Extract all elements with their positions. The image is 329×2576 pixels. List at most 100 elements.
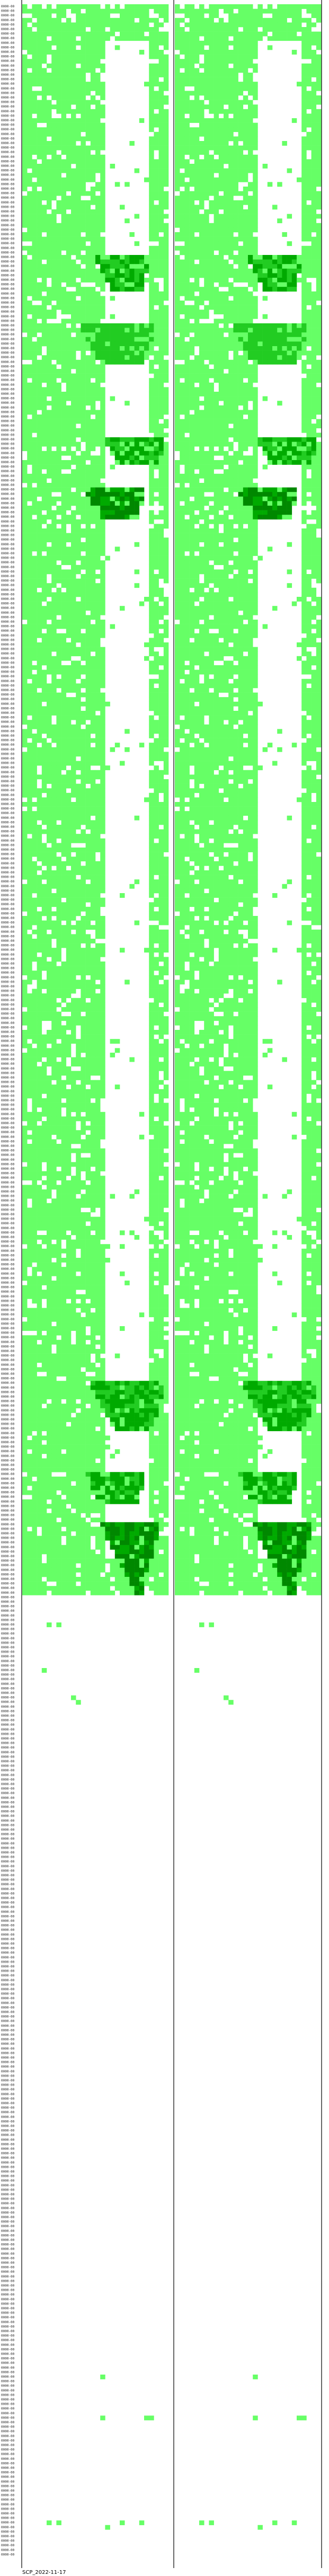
heatmap-cell	[85, 305, 91, 310]
heatmap-cell	[66, 136, 72, 142]
heatmap-cell	[71, 1002, 76, 1008]
heatmap-cell	[154, 223, 159, 228]
heatmap-cell	[32, 879, 37, 885]
heatmap-cell	[85, 638, 91, 643]
heatmap-cell	[95, 442, 101, 447]
heatmap-cell	[85, 346, 91, 351]
heatmap-cell	[163, 473, 169, 479]
heatmap-cell	[51, 779, 57, 784]
heatmap-cell	[81, 127, 86, 133]
heatmap-cell	[110, 501, 115, 506]
heatmap-cell	[85, 542, 91, 547]
heatmap-cell	[66, 1002, 72, 1008]
heatmap-cell	[27, 323, 32, 328]
heatmap-cell	[163, 1089, 169, 1094]
heatmap-cell	[95, 492, 101, 497]
heatmap-cell	[22, 875, 28, 880]
heatmap-cell	[22, 515, 28, 520]
heatmap-cell	[37, 1057, 42, 1062]
heatmap-cell	[47, 610, 52, 615]
heatmap-cell	[22, 73, 28, 77]
heatmap-cell	[32, 396, 37, 401]
heatmap-cell	[149, 145, 154, 151]
heatmap-cell	[22, 715, 28, 720]
heatmap-cell	[71, 975, 76, 980]
heatmap-cell	[81, 870, 86, 875]
heatmap-cell	[22, 401, 28, 406]
heatmap-cell	[85, 109, 91, 114]
heatmap-cell	[158, 405, 164, 410]
heatmap-cell	[158, 1089, 164, 1094]
heatmap-cell	[85, 765, 91, 771]
heatmap-cell	[37, 993, 42, 999]
heatmap-cell	[37, 282, 42, 287]
heatmap-cell	[95, 916, 101, 921]
heatmap-cell	[61, 761, 67, 766]
heatmap-cell	[163, 1043, 169, 1048]
heatmap-cell	[51, 291, 57, 296]
heatmap-cell	[90, 392, 96, 396]
heatmap-cell	[47, 1089, 52, 1094]
heatmap-cell	[154, 989, 159, 994]
heatmap-cell	[100, 473, 105, 479]
heatmap-cell	[81, 150, 86, 155]
heatmap-cell	[37, 145, 42, 151]
heatmap-cell	[66, 492, 72, 497]
heatmap-cell	[85, 506, 91, 510]
heatmap-cell	[32, 264, 37, 269]
heatmap-cell	[139, 328, 145, 333]
heatmap-cell	[71, 68, 76, 73]
heatmap-cell	[85, 665, 91, 670]
heatmap-cell	[163, 259, 169, 264]
heatmap-cell	[134, 13, 140, 19]
heatmap-cell	[90, 925, 96, 930]
heatmap-cell	[61, 1084, 67, 1090]
heatmap-cell	[85, 806, 91, 811]
heatmap-cell	[95, 127, 101, 133]
heatmap-cell	[125, 359, 130, 365]
heatmap-cell	[90, 897, 96, 903]
heatmap-cell	[95, 1116, 101, 1122]
heatmap-cell	[154, 1066, 159, 1071]
heatmap-cell	[95, 870, 101, 875]
heatmap-cell	[56, 587, 61, 593]
heatmap-cell	[51, 920, 57, 925]
heatmap-cell	[158, 1080, 164, 1085]
heatmap-cell	[95, 328, 101, 333]
heatmap-cell	[139, 337, 145, 342]
heatmap-cell	[76, 980, 81, 985]
heatmap-cell	[154, 802, 159, 807]
heatmap-cell	[32, 665, 37, 670]
heatmap-cell	[41, 779, 47, 784]
heatmap-cell	[129, 328, 135, 333]
heatmap-cell	[41, 806, 47, 811]
heatmap-cell	[27, 401, 32, 406]
heatmap-cell	[66, 715, 72, 720]
heatmap-cell	[61, 688, 67, 693]
heatmap-cell	[51, 811, 57, 816]
heatmap-cell	[22, 893, 28, 898]
heatmap-cell	[71, 196, 76, 201]
heatmap-cell	[32, 136, 37, 142]
heatmap-cell	[95, 1011, 101, 1017]
heatmap-cell	[95, 410, 101, 415]
heatmap-cell	[41, 378, 47, 383]
heatmap-cell	[163, 797, 169, 802]
heatmap-cell	[158, 920, 164, 925]
heatmap-cell	[56, 40, 61, 46]
heatmap-cell	[71, 1121, 76, 1126]
heatmap-cell	[32, 63, 37, 68]
heatmap-cell	[32, 218, 37, 224]
heatmap-cell	[149, 1121, 154, 1126]
heatmap-cell	[41, 455, 47, 461]
heatmap-cell	[154, 1111, 159, 1117]
heatmap-cell	[90, 806, 96, 811]
heatmap-cell	[90, 724, 96, 729]
heatmap-cell	[81, 734, 86, 738]
heatmap-cell	[129, 446, 135, 452]
heatmap-cell	[37, 424, 42, 429]
heatmap-cell	[56, 665, 61, 670]
heatmap-cell	[85, 446, 91, 452]
heatmap-cell	[100, 236, 105, 242]
heatmap-cell	[51, 510, 57, 515]
